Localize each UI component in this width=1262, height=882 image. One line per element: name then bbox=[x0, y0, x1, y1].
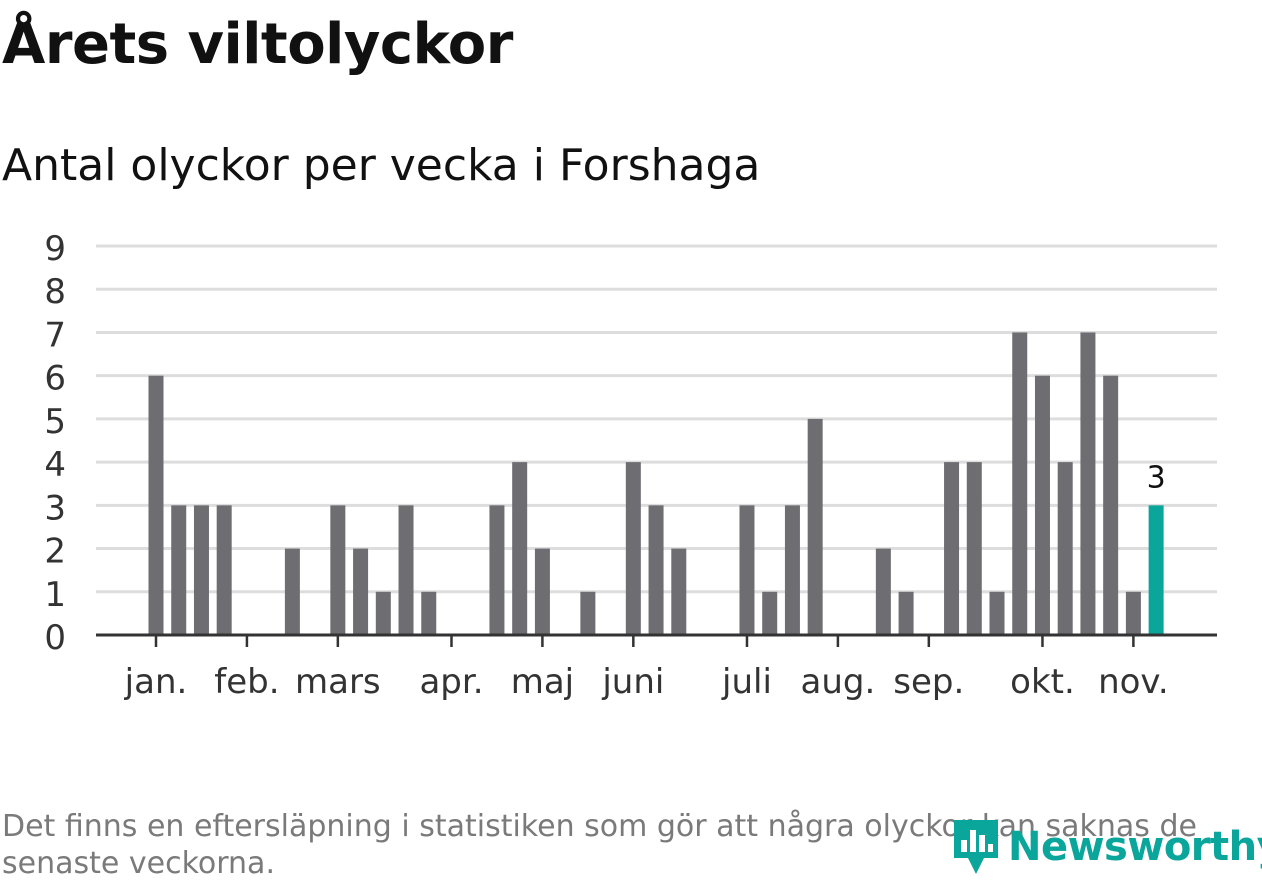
y-tick-label: 2 bbox=[44, 532, 66, 572]
bar bbox=[489, 505, 505, 635]
chart-subtitle: Antal olyckor per vecka i Forshaga bbox=[2, 140, 761, 191]
bar bbox=[739, 505, 755, 635]
data-label: 3 bbox=[1147, 460, 1166, 495]
bar bbox=[762, 591, 778, 635]
bar bbox=[534, 548, 550, 635]
x-tick-label: feb. bbox=[214, 662, 279, 702]
data-labels: 3 bbox=[1147, 460, 1166, 495]
bar bbox=[512, 462, 528, 635]
bar bbox=[1057, 462, 1073, 635]
bar bbox=[807, 418, 823, 635]
y-tick-label: 3 bbox=[44, 488, 66, 528]
bar bbox=[648, 505, 664, 635]
y-tick-label: 1 bbox=[44, 575, 66, 615]
bar bbox=[1080, 332, 1096, 635]
x-axis-ticks: jan. feb. mars apr. maj juni juli aug. sep. okt. n… bbox=[124, 635, 1169, 702]
y-tick-label: 6 bbox=[44, 359, 66, 399]
x-tick-label: apr. bbox=[419, 662, 483, 702]
bar bbox=[1125, 591, 1141, 635]
bar bbox=[625, 462, 641, 635]
bar bbox=[171, 505, 187, 635]
brand-name: Newsworthy bbox=[1008, 824, 1262, 870]
bar bbox=[421, 591, 437, 635]
y-tick-label: 8 bbox=[44, 272, 66, 312]
x-tick-label: nov. bbox=[1098, 662, 1169, 702]
y-tick-label: 9 bbox=[44, 229, 66, 269]
y-tick-label: 5 bbox=[44, 402, 66, 442]
gridlines bbox=[96, 244, 1217, 594]
bar bbox=[375, 591, 391, 635]
x-tick-label: juni bbox=[601, 662, 664, 702]
bars bbox=[148, 332, 1164, 635]
bar bbox=[1034, 375, 1050, 635]
x-tick-label: mars bbox=[295, 662, 381, 702]
bar bbox=[398, 505, 414, 635]
newsworthy-logo: Newsworthy bbox=[950, 816, 1262, 878]
bar bbox=[1103, 375, 1119, 635]
x-tick-label: juli bbox=[721, 662, 772, 702]
bar bbox=[875, 548, 891, 635]
y-tick-label: 4 bbox=[44, 445, 66, 485]
bar bbox=[353, 548, 369, 635]
bar bbox=[966, 462, 982, 635]
bar bbox=[330, 505, 346, 635]
y-tick-label: 7 bbox=[44, 315, 66, 355]
x-tick-label: sep. bbox=[893, 662, 964, 702]
bar-highlight bbox=[1148, 505, 1164, 635]
chart-title: Årets viltolyckor bbox=[2, 12, 513, 77]
bar bbox=[1012, 332, 1028, 635]
bar bbox=[193, 505, 209, 635]
y-tick-label: 0 bbox=[44, 618, 66, 658]
bar bbox=[148, 375, 164, 635]
bar-chart-pin-icon bbox=[954, 820, 998, 874]
bar bbox=[784, 505, 800, 635]
bar bbox=[989, 591, 1005, 635]
x-tick-label: aug. bbox=[801, 662, 876, 702]
bar bbox=[944, 462, 960, 635]
x-tick-label: okt. bbox=[1010, 662, 1075, 702]
x-tick-label: maj bbox=[511, 662, 574, 702]
x-tick-label: jan. bbox=[124, 662, 188, 702]
bar bbox=[671, 548, 687, 635]
bar bbox=[580, 591, 596, 635]
bar bbox=[216, 505, 232, 635]
bar bbox=[898, 591, 914, 635]
bar bbox=[284, 548, 300, 635]
